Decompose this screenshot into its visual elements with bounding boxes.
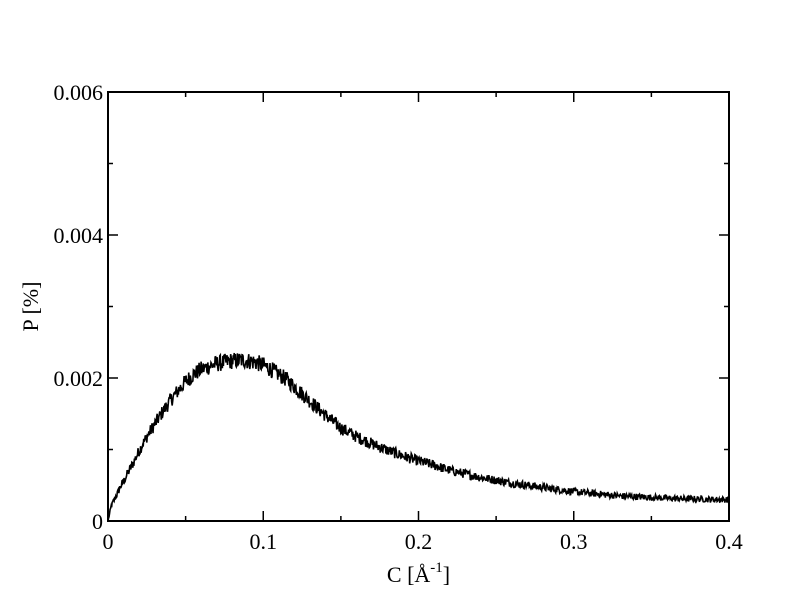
y-tick-label: 0.002 [54,366,104,391]
x-tick-label: 0.4 [715,529,743,554]
x-axis-title-main: C [Å [387,562,431,587]
y-tick-label: 0.006 [54,80,104,105]
plot-frame [107,91,730,522]
x-axis-title-suffix: ] [443,562,450,587]
x-axis: 0 0.1 0.2 0.3 0.4 [103,92,743,554]
x-tick-label: 0 [103,529,114,554]
y-axis: 0 0.002 0.004 0.006 [54,80,729,534]
y-tick-label: 0.004 [54,223,104,248]
y-tick-label: 0 [92,509,103,534]
x-axis-title: C [Å-1] [387,560,450,587]
y-axis-title: P [%] [18,282,43,332]
x-axis-title-superscript: -1 [430,560,443,576]
x-tick-label: 0.3 [560,529,588,554]
series-line [107,352,730,522]
x-tick-label: 0.1 [250,529,278,554]
x-tick-label: 0.2 [405,529,433,554]
